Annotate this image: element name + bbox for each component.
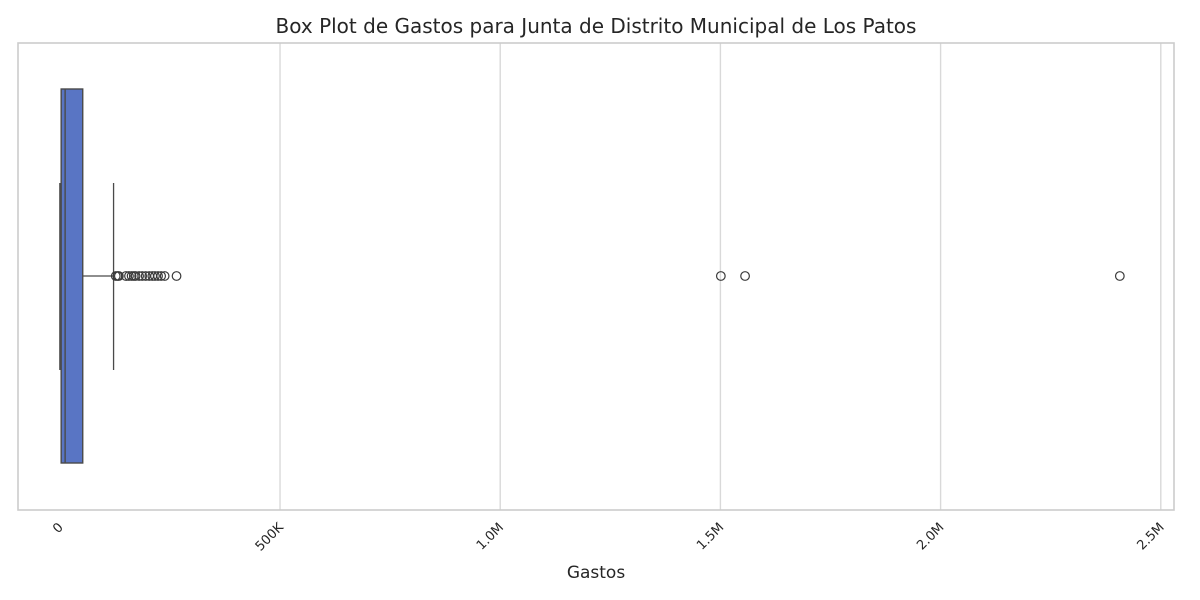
x-tick-label: 2.5M: [1134, 520, 1167, 553]
outlier-point: [137, 271, 148, 281]
x-tick-label: 1.0M: [474, 520, 507, 553]
chart-title: Box Plot de Gastos para Junta de Distrit…: [276, 14, 917, 38]
x-axis-ticks: 0 500K 1.0M 1.5M 2.0M 2.5M: [50, 520, 1167, 555]
outlier-point: [120, 271, 131, 281]
outlier-point: [171, 271, 182, 281]
x-tick-label: 500K: [253, 520, 288, 555]
x-tick-label: 1.5M: [694, 520, 727, 553]
outlier-point: [153, 271, 163, 281]
iqr-box: [60, 88, 84, 464]
outlier-point: [715, 271, 726, 281]
outlier-point: [134, 271, 145, 281]
x-tick-label: 2.0M: [914, 520, 947, 553]
x-tick-label: 0: [50, 520, 66, 536]
outlier-point: [156, 271, 167, 281]
outlier-point: [124, 271, 134, 281]
outlier-point: [150, 271, 160, 281]
outlier-points: [110, 271, 1125, 281]
grid-lines: [279, 43, 1162, 510]
outlier-point: [113, 271, 124, 281]
plot-frame: [17, 42, 1175, 511]
x-axis-label: Gastos: [567, 563, 626, 583]
outlier-point: [140, 271, 151, 281]
outlier-point: [159, 271, 170, 281]
outlier-point: [740, 271, 750, 281]
outlier-point: [130, 271, 141, 281]
outlier-point: [1114, 271, 1125, 281]
box-plot: [59, 88, 115, 464]
